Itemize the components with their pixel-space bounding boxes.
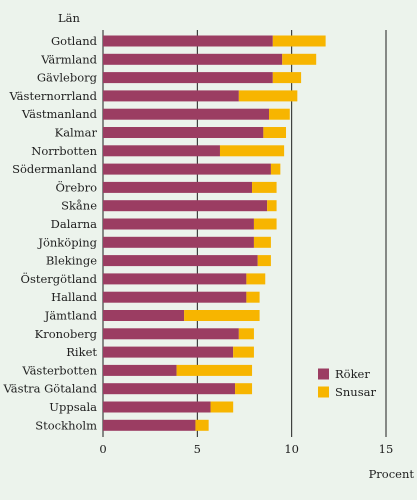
category-label: Västmanland [21,107,98,121]
bar-snusar-10 [253,218,277,230]
bar-roker-17 [103,346,234,358]
bar-roker-5 [103,127,264,138]
legend-label-roker: Röker [335,367,370,381]
x-tick-label: 0 [99,442,106,456]
bar-roker-18 [103,364,177,376]
bar-snusar-15 [184,310,260,321]
bar-snusar-3 [238,90,298,102]
bar-roker-16 [103,328,239,340]
x-tick-label: 10 [284,442,299,456]
category-label: Västra Götaland [2,382,97,396]
bar-roker-12 [103,255,258,267]
bar-roker-0 [103,35,273,47]
category-label: Västernorrland [8,89,97,103]
bar-snusar-4 [269,108,290,120]
legend: Röker Snusar [318,367,376,399]
bar-roker-10 [103,218,254,230]
bar-snusar-9 [267,200,277,212]
category-label: Norrbotten [31,144,97,158]
x-axis-ticks: 0 5 10 15 [99,442,393,456]
bar-roker-15 [103,310,185,321]
bar-roker-4 [103,108,270,120]
bar-roker-1 [103,53,283,65]
category-label: Östergötland [21,272,98,286]
bar-snusar-21 [195,419,209,431]
category-label: Kronoberg [35,327,98,341]
bar-roker-14 [103,291,247,303]
category-label: Jämtland [44,309,98,323]
bars [103,35,326,431]
category-label: Gävleborg [37,71,98,85]
category-label: Stockholm [35,418,97,432]
bar-snusar-12 [257,255,271,267]
category-labels: Gotland Värmland Gävleborg Västernorrland Vä… [2,34,97,432]
bar-roker-2 [103,72,273,84]
bar-roker-11 [103,236,254,248]
bar-snusar-5 [263,127,287,138]
bar-roker-19 [103,383,236,395]
bar-snusar-16 [238,328,254,340]
category-label: Uppsala [49,400,97,414]
x-axis-label: Procent [369,467,415,481]
bar-snusar-8 [252,181,277,193]
category-label: Gotland [51,34,98,48]
bar-snusar-20 [210,401,234,413]
bar-snusar-11 [253,236,271,248]
category-label: Västerbotten [21,363,97,377]
category-label: Södermanland [12,162,98,176]
category-label: Riket [66,345,97,359]
bar-roker-8 [103,181,253,193]
bar-snusar-6 [219,145,285,157]
bar-roker-3 [103,90,239,102]
bar-snusar-13 [246,273,266,285]
bar-snusar-2 [272,72,302,84]
legend-swatch-roker [318,368,329,380]
category-label: Örebro [55,180,97,194]
bar-snusar-1 [282,53,317,65]
bar-roker-13 [103,273,247,285]
category-header: Län [58,11,80,25]
bar-snusar-17 [233,346,254,358]
bar-snusar-14 [246,291,260,303]
bar-roker-21 [103,419,196,431]
category-label: Dalarna [51,217,98,231]
x-tick-label: 5 [194,442,201,456]
bar-snusar-7 [270,163,281,175]
x-tick-label: 15 [379,442,394,456]
bar-roker-6 [103,145,220,157]
bar-snusar-18 [176,364,253,376]
category-label: Jönköping [37,235,97,249]
legend-swatch-snusar [318,386,329,398]
bar-roker-20 [103,401,211,413]
bar-snusar-0 [272,35,326,47]
category-label: Skåne [61,199,97,213]
category-label: Kalmar [55,126,98,140]
bar-roker-9 [103,200,268,212]
category-label: Blekinge [46,254,97,268]
bar-roker-7 [103,163,271,175]
category-label: Värmland [40,52,97,66]
legend-label-snusar: Snusar [335,385,376,399]
bar-snusar-19 [235,383,253,395]
category-label: Halland [51,290,98,304]
